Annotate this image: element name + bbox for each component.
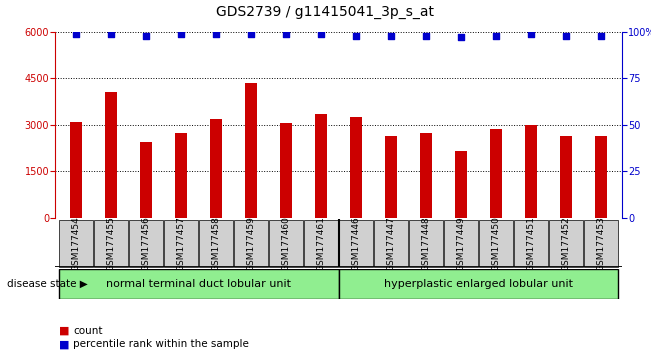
Bar xyxy=(175,132,187,218)
Text: GSM177454: GSM177454 xyxy=(72,216,81,271)
FancyBboxPatch shape xyxy=(583,220,618,267)
FancyBboxPatch shape xyxy=(514,220,548,267)
Point xyxy=(71,31,81,36)
FancyBboxPatch shape xyxy=(339,269,618,299)
Bar xyxy=(245,83,257,218)
Text: GSM177459: GSM177459 xyxy=(247,216,256,271)
Point xyxy=(176,31,186,36)
Point xyxy=(421,33,431,39)
Point xyxy=(211,31,221,36)
Point xyxy=(106,31,117,36)
FancyBboxPatch shape xyxy=(269,220,303,267)
Text: GSM177449: GSM177449 xyxy=(456,216,465,271)
FancyBboxPatch shape xyxy=(304,220,338,267)
Text: percentile rank within the sample: percentile rank within the sample xyxy=(73,339,249,349)
Point xyxy=(525,31,536,36)
Text: GSM177452: GSM177452 xyxy=(561,216,570,271)
FancyBboxPatch shape xyxy=(409,220,443,267)
Bar xyxy=(525,125,537,218)
FancyBboxPatch shape xyxy=(59,220,94,267)
Text: GSM177451: GSM177451 xyxy=(526,216,535,271)
Bar xyxy=(105,92,117,218)
Point xyxy=(456,35,466,40)
Text: GSM177455: GSM177455 xyxy=(107,216,116,271)
Bar xyxy=(455,151,467,218)
FancyBboxPatch shape xyxy=(374,220,408,267)
Bar xyxy=(280,123,292,218)
Text: GDS2739 / g11415041_3p_s_at: GDS2739 / g11415041_3p_s_at xyxy=(217,5,434,19)
Text: normal terminal duct lobular unit: normal terminal duct lobular unit xyxy=(106,279,291,289)
Text: GSM177450: GSM177450 xyxy=(492,216,501,271)
Text: count: count xyxy=(73,326,102,336)
Point xyxy=(596,33,606,39)
Text: GSM177458: GSM177458 xyxy=(212,216,221,271)
Point xyxy=(351,33,361,39)
Text: GSM177456: GSM177456 xyxy=(142,216,151,271)
FancyBboxPatch shape xyxy=(59,269,339,299)
FancyBboxPatch shape xyxy=(339,220,373,267)
Bar xyxy=(594,136,607,218)
Text: GSM177461: GSM177461 xyxy=(316,216,326,271)
Point xyxy=(386,33,396,39)
Bar xyxy=(210,119,222,218)
Bar xyxy=(490,130,502,218)
Bar xyxy=(560,136,572,218)
FancyBboxPatch shape xyxy=(94,220,128,267)
Bar xyxy=(70,122,83,218)
Text: GSM177457: GSM177457 xyxy=(176,216,186,271)
Text: disease state ▶: disease state ▶ xyxy=(7,279,87,289)
Point xyxy=(561,33,571,39)
Point xyxy=(316,31,326,36)
FancyBboxPatch shape xyxy=(444,220,478,267)
Bar xyxy=(420,132,432,218)
FancyBboxPatch shape xyxy=(478,220,513,267)
FancyBboxPatch shape xyxy=(199,220,233,267)
FancyBboxPatch shape xyxy=(549,220,583,267)
Bar xyxy=(350,117,362,218)
Text: hyperplastic enlarged lobular unit: hyperplastic enlarged lobular unit xyxy=(384,279,573,289)
Bar xyxy=(385,136,397,218)
Point xyxy=(141,33,152,39)
Text: GSM177447: GSM177447 xyxy=(387,216,395,271)
Text: ■: ■ xyxy=(59,339,69,349)
Text: GSM177460: GSM177460 xyxy=(282,216,290,271)
FancyBboxPatch shape xyxy=(129,220,163,267)
Text: GSM177453: GSM177453 xyxy=(596,216,605,271)
FancyBboxPatch shape xyxy=(234,220,268,267)
Point xyxy=(491,33,501,39)
Text: GSM177446: GSM177446 xyxy=(352,216,361,271)
Text: ■: ■ xyxy=(59,326,69,336)
FancyBboxPatch shape xyxy=(164,220,199,267)
Point xyxy=(246,31,256,36)
Bar xyxy=(140,142,152,218)
Point xyxy=(281,31,291,36)
Bar xyxy=(315,114,327,218)
Text: GSM177448: GSM177448 xyxy=(421,216,430,271)
